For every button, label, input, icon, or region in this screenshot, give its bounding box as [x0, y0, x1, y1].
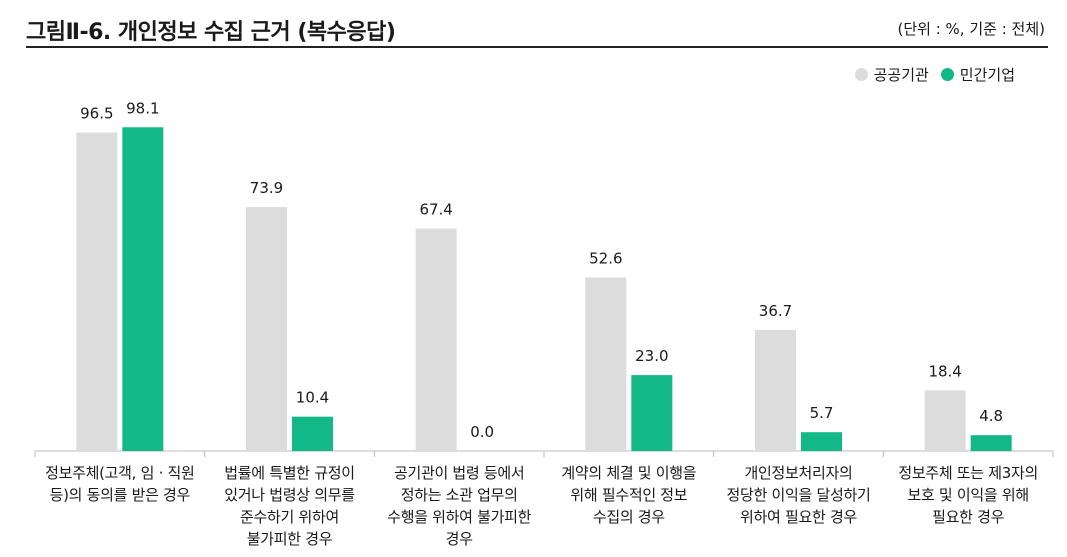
bar-public-1: [246, 207, 287, 451]
legend-swatch-private: [940, 68, 954, 81]
legend: 공공기관 민간기업: [849, 64, 1015, 85]
bar-public-4: [755, 329, 796, 451]
data-label-private-1: 10.4: [296, 389, 329, 407]
unit-note: (단위 : %, 기준 : 전체): [897, 20, 1045, 38]
category-label-0: 정보주체(고객, 임 · 직원 등)의 동의를 받은 경우: [45, 464, 195, 504]
data-label-public-4: 36.7: [759, 302, 792, 320]
legend-swatch-public: [854, 68, 868, 81]
data-label-public-0: 96.5: [80, 105, 113, 123]
data-label-private-5: 4.8: [979, 407, 1003, 425]
bar-private-0: [122, 127, 164, 452]
bar-private-5: [970, 435, 1012, 451]
legend-label-public: 공공기관: [873, 66, 929, 84]
bar-private-1: [292, 416, 333, 451]
data-label-private-3: 23.0: [635, 347, 668, 365]
bar-public-5: [924, 390, 966, 451]
data-label-public-3: 52.6: [589, 249, 622, 267]
title-rule: [26, 46, 1048, 48]
category-label-3: 계약의 체결 및 이행을 위해 필수적인 정보 수집의 경우: [561, 464, 697, 526]
bar-private-3: [631, 375, 673, 451]
data-label-public-2: 67.4: [419, 201, 452, 219]
category-label-5: 정보주체 또는 제3자의 보호 및 이익을 위해 필요한 경우: [898, 464, 1038, 526]
data-label-public-1: 73.9: [250, 179, 283, 197]
category-label-4: 개인정보처리자의 정당한 이익을 달성하기 위하여 필요한 경우: [726, 464, 871, 526]
category-label-2: 공기관이 법령 등에서 정하는 소관 업무의 수행을 위하여 불가피한 경우: [387, 464, 532, 548]
category-label-1: 법률에 특별한 규정이 있거나 법령상 의무를 준수하기 위하여 불가피한 경우: [224, 464, 355, 548]
data-label-public-5: 18.4: [928, 362, 961, 380]
data-label-private-4: 5.7: [810, 404, 834, 422]
legend-label-private: 민간기업: [959, 66, 1015, 84]
legend-item-public: 공공기관: [854, 64, 929, 85]
bar-public-0: [76, 132, 118, 452]
data-label-private-0: 98.1: [126, 99, 159, 117]
bar-public-3: [585, 277, 627, 451]
bar-private-4: [801, 432, 842, 451]
bar-public-2: [415, 228, 457, 451]
legend-item-private: 민간기업: [940, 64, 1015, 85]
chart-title: 그림Ⅱ-6. 개인정보 수집 근거 (복수응답): [26, 20, 396, 45]
data-label-private-2: 0.0: [470, 423, 494, 441]
